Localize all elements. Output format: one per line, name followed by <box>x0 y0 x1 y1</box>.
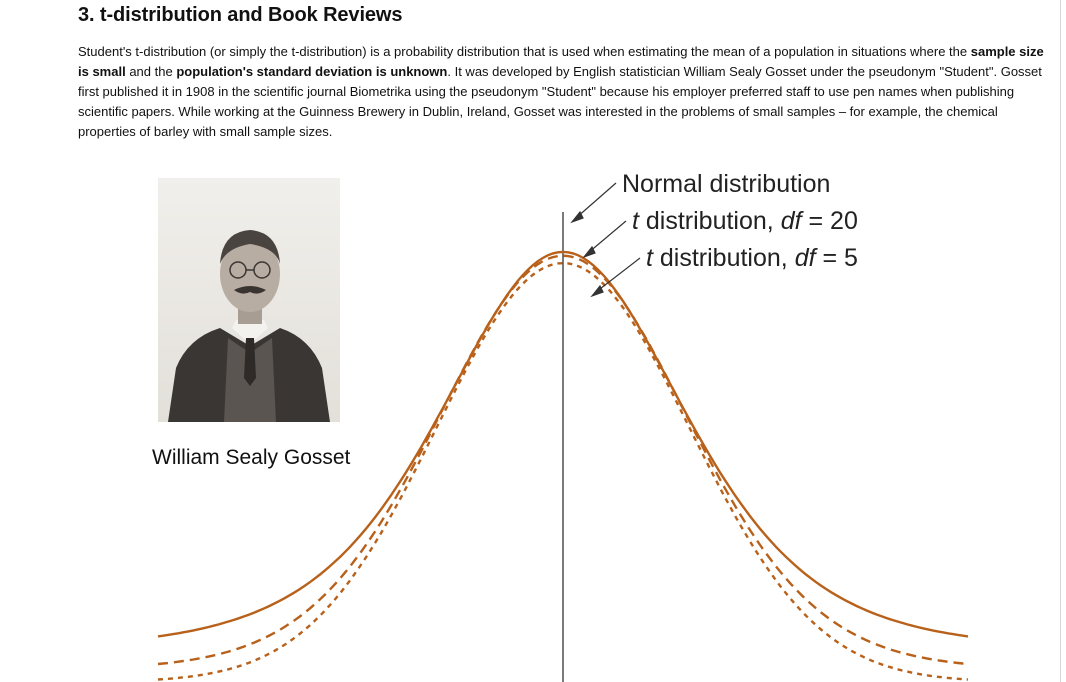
t20-label-eq: = 20 <box>802 207 858 235</box>
t5-arrow-line <box>595 257 641 293</box>
intro-text-1: Student's t-distribution (or simply the … <box>78 44 971 59</box>
t20-arrow-head <box>582 245 596 259</box>
intro-bold-sample-size: sample size is small <box>78 44 1044 79</box>
t20-label: t distribution, df = 20 <box>632 207 858 235</box>
t5-curve <box>157 250 969 638</box>
t5-label-eq: = 5 <box>816 244 858 272</box>
portrait-illustration <box>168 230 330 422</box>
normal-curve <box>157 261 969 681</box>
gosset-portrait <box>158 178 340 422</box>
t5-arrow-head <box>590 284 604 298</box>
normal-arrow-line <box>575 182 617 219</box>
t5-label-t: t <box>646 244 654 272</box>
normal-arrow-head <box>570 210 584 224</box>
intro-text-3: . It was developed by English statistici… <box>78 64 1042 139</box>
t20-arrow-line <box>587 220 627 254</box>
intro-text-2: and the <box>125 64 177 79</box>
t-distribution-figure: William Sealy Gosset Normal distribution… <box>0 150 1060 682</box>
page-edge <box>1060 0 1061 682</box>
t5-label: t distribution, df = 5 <box>646 244 858 272</box>
portrait-caption: William Sealy Gosset <box>152 446 351 469</box>
intro-paragraph: Student's t-distribution (or simply the … <box>78 42 1050 142</box>
t20-label-df: df <box>781 207 805 235</box>
t5-label-df: df <box>795 244 819 272</box>
section-title: 3. t-distribution and Book Reviews <box>78 4 403 26</box>
t5-label-mid: distribution, <box>653 244 795 272</box>
intro-bold-std-dev: population's standard deviation is unkno… <box>176 64 448 79</box>
label-arrows <box>570 182 641 298</box>
normal-distribution-label: Normal distribution <box>622 170 830 198</box>
t20-label-mid: distribution, <box>639 207 781 235</box>
t20-label-t: t <box>632 207 640 235</box>
distribution-plot: Normal distribution t distribution, df =… <box>157 170 969 682</box>
